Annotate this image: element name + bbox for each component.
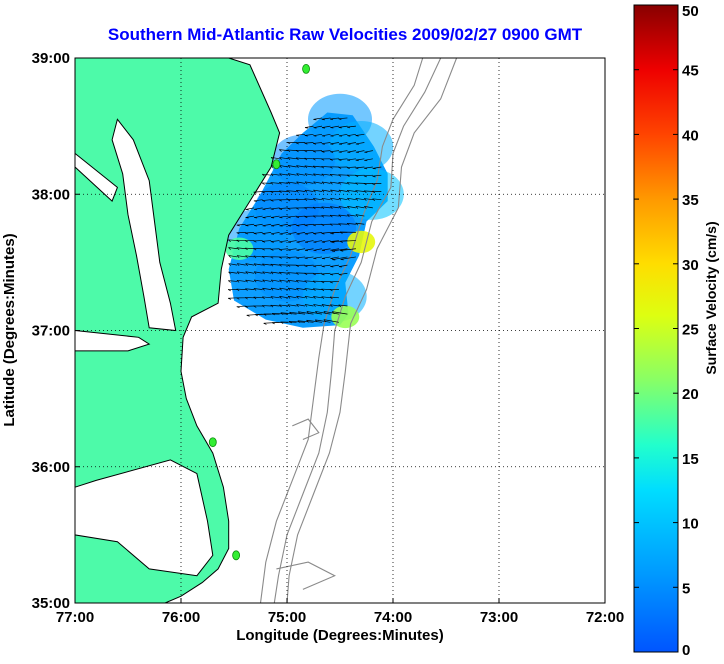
velocity-vector-head bbox=[246, 218, 249, 219]
y-tick-label: 35:00 bbox=[32, 595, 70, 612]
x-tick-label: 72:00 bbox=[586, 609, 624, 626]
colorbar-tick-label: 40 bbox=[682, 127, 699, 144]
radar-station-marker bbox=[209, 438, 216, 447]
x-tick-label: 73:00 bbox=[480, 609, 518, 626]
radar-station-marker bbox=[233, 551, 240, 560]
map-plot-area bbox=[75, 58, 605, 603]
colorbar-tick-label: 5 bbox=[682, 580, 690, 597]
colorbar-tick-label: 10 bbox=[682, 516, 699, 533]
velocity-sample bbox=[347, 231, 375, 253]
colorbar-tick-label: 15 bbox=[682, 451, 699, 468]
velocity-sample bbox=[329, 121, 393, 172]
radar-station-marker bbox=[273, 160, 280, 169]
y-axis-ticks: 39:00 38:00 37:00 36:00 35:00 bbox=[32, 50, 80, 612]
colorbar bbox=[634, 5, 678, 652]
y-tick-label: 39:00 bbox=[32, 50, 70, 67]
colorbar-tick-label: 0 bbox=[682, 642, 690, 659]
x-tick-label: 76:00 bbox=[162, 609, 200, 626]
y-tick-label: 36:00 bbox=[32, 459, 70, 476]
velocity-vector-head bbox=[305, 250, 308, 251]
colorbar-tick-label: 25 bbox=[682, 322, 699, 339]
y-axis-label: Latitude (Degrees:Minutes) bbox=[1, 233, 18, 426]
x-axis-label: Longitude (Degrees:Minutes) bbox=[236, 627, 444, 644]
x-tick-label: 74:00 bbox=[374, 609, 412, 626]
x-tick-label: 75:00 bbox=[268, 609, 306, 626]
colorbar-label: Surface Velocity (cm/s) bbox=[703, 221, 719, 374]
chart-title: Southern Mid-Atlantic Raw Velocities 200… bbox=[108, 25, 583, 44]
colorbar-tick-label: 20 bbox=[682, 386, 699, 403]
y-tick-label: 38:00 bbox=[32, 186, 70, 203]
colorbar-tick-label: 30 bbox=[682, 257, 699, 274]
velocity-sample bbox=[331, 306, 359, 328]
colorbar-tick-label: 45 bbox=[682, 63, 699, 80]
colorbar-tick-label: 35 bbox=[682, 192, 699, 209]
velocity-sample bbox=[292, 203, 356, 254]
radar-station-marker bbox=[303, 64, 310, 73]
colorbar-tick-label: 50 bbox=[682, 3, 699, 20]
y-tick-label: 37:00 bbox=[32, 323, 70, 340]
